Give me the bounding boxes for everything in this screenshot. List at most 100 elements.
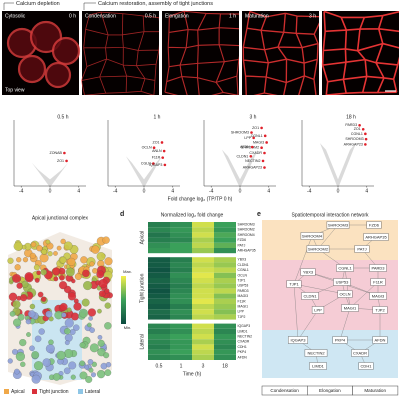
node-label: LPP (314, 307, 322, 312)
protein-blob (61, 312, 67, 318)
gene-label: SHROOM2 (241, 146, 259, 150)
x-tick-label: 18 (222, 363, 228, 369)
protein-blob (34, 335, 42, 343)
heat-cell (214, 232, 236, 238)
node (286, 280, 302, 288)
legend-swatch (32, 389, 37, 394)
gene-label: MAGI3 (253, 140, 264, 144)
x-tick-label: -4 (19, 188, 24, 194)
protein-blob (89, 343, 99, 353)
row-label: OCLN (238, 273, 248, 277)
node (326, 221, 350, 229)
node-label: CGNL1 (338, 265, 352, 270)
color-min: Min. (124, 325, 132, 330)
node (332, 336, 348, 344)
heat-cell (148, 288, 170, 294)
protein-blob (16, 257, 22, 263)
protein-blob (84, 364, 89, 370)
panel-title: Normalized log₂ fold change (161, 212, 224, 218)
heat-cell (170, 339, 192, 345)
heat-cell (214, 334, 236, 340)
edge (339, 307, 351, 341)
protein-blob (13, 241, 23, 251)
protein-blob (9, 311, 16, 317)
protein-blob (26, 332, 31, 337)
legend-label: Tight junction (39, 389, 69, 395)
gene-label: ARHGAP23 (243, 165, 262, 169)
protein-blob (74, 273, 82, 280)
protein-blob (67, 257, 76, 266)
hit-point (358, 123, 361, 127)
node-label: ARHGAP35 (365, 234, 387, 239)
protein-blob (29, 303, 36, 310)
x-axis-title: Time (h) (183, 371, 202, 377)
protein-blob (37, 291, 44, 298)
gene-label: PARD3 (345, 123, 357, 127)
row-label: IQGAP3 (238, 324, 251, 328)
protein-blob (64, 333, 73, 342)
hit-point (160, 141, 164, 144)
hit-point (152, 162, 155, 165)
hit-point (265, 141, 268, 144)
protein-blob (29, 345, 35, 352)
row-label: MAGI1 (238, 304, 249, 308)
background-cloud (126, 156, 162, 186)
node (351, 349, 369, 357)
row-label: LPP (238, 310, 245, 314)
node-label: NECTIN2 (307, 350, 325, 355)
node (369, 292, 387, 300)
plot-title: 3 h (249, 114, 256, 120)
heat-cell (148, 293, 170, 299)
x-tick-label: -4 (209, 188, 214, 194)
edge (293, 235, 313, 285)
x-tick-label: 1 (180, 363, 183, 369)
gene-label: AFDN (240, 145, 250, 149)
protein-blob (88, 316, 93, 321)
node-label: SHROOM4 (302, 233, 323, 238)
frame-clip (239, 11, 244, 95)
protein-blob (56, 245, 62, 251)
stage-label: Condensation (85, 13, 116, 19)
protein-blob (39, 253, 49, 263)
protein-blob (56, 350, 66, 360)
node (354, 245, 370, 253)
hit-point (252, 136, 255, 140)
node-label: CXADR (353, 350, 367, 355)
row-label: CGNL1 (238, 268, 249, 272)
protein-blob (68, 361, 77, 370)
gene-label: OCLN (142, 146, 152, 150)
node (300, 232, 324, 240)
heat-cell (170, 237, 192, 243)
node-label: CLDN1 (303, 293, 317, 298)
time-label: 0 h (69, 13, 76, 19)
hit-point (161, 156, 165, 159)
gene-label: ZO1 (354, 127, 361, 131)
stage-label: Cytosolic (5, 13, 26, 19)
x-tick-label: 0 (143, 188, 146, 194)
row-label: NECTIN2 (238, 334, 253, 338)
node (337, 290, 353, 298)
hit-point (260, 146, 263, 150)
protein-blob (41, 248, 47, 255)
gene-label: ARHGAP23 (344, 142, 363, 146)
heat-cell (170, 293, 192, 299)
heat-cell (214, 314, 236, 320)
protein-blob (73, 302, 82, 311)
protein-blob (36, 245, 43, 252)
gene-label: SHROOM3 (231, 130, 249, 134)
heat-cell (148, 283, 170, 289)
node-label: PKP4 (335, 337, 346, 342)
protein-blob (64, 318, 74, 328)
heat-cell (148, 272, 170, 278)
node (336, 264, 354, 272)
heat-cell (148, 298, 170, 304)
protein-blob (7, 358, 13, 364)
heat-cell (170, 344, 192, 350)
protein-blob (17, 313, 25, 321)
protein-blob (15, 351, 25, 362)
heat-cell (192, 278, 214, 284)
row-label: SHROOM4 (238, 233, 255, 237)
color-bar (121, 276, 126, 324)
legend-swatch (4, 389, 9, 394)
panel-d: d Normalized log₂ fold change SHROOM3 SHROO… (120, 211, 256, 377)
